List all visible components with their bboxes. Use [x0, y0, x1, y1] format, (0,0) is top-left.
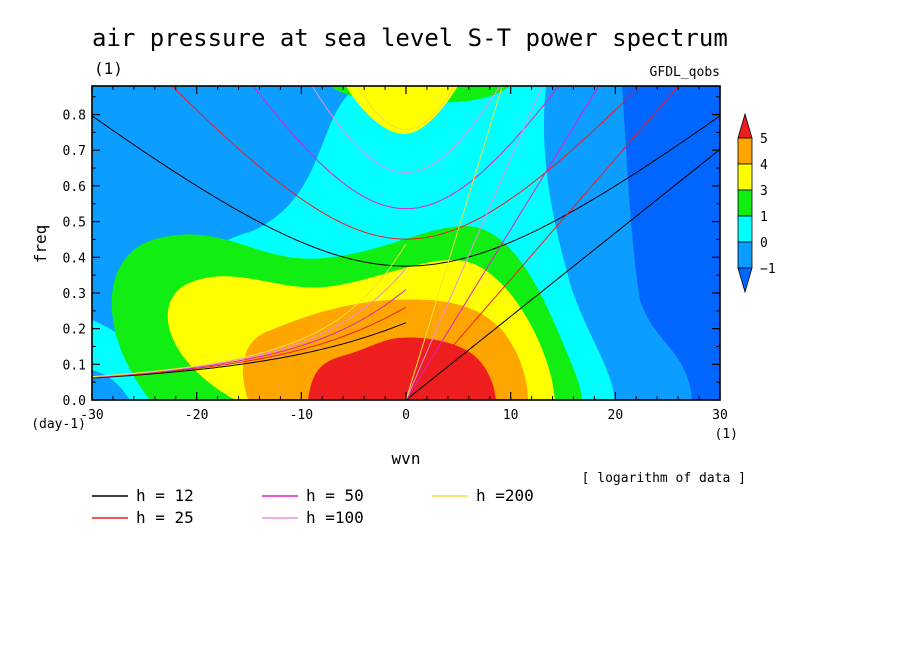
y-unit: (day-1) — [31, 417, 86, 432]
mixed-rossby-gravity-curve — [92, 322, 407, 379]
colorbar-label: 3 — [760, 184, 768, 199]
mixed-rossby-gravity-curve — [92, 306, 407, 378]
y-tick-label: 0.0 — [63, 394, 86, 409]
colorbar-label: −1 — [760, 262, 776, 277]
x-tick-label: -30 — [80, 408, 103, 423]
colorbar-label: 0 — [760, 236, 768, 251]
plot-area — [92, 86, 720, 400]
kelvin-curve — [405, 86, 543, 400]
x-axis-label: wvn — [392, 449, 421, 468]
legend-label: h = 12 — [136, 486, 194, 505]
colorbar-segment — [737, 163, 753, 191]
y-axis: 0.0 0.1 0.2 0.3 0.4 0.5 0.6 0.7 0.8 — [63, 96, 720, 409]
source-label: GFDL_qobs — [650, 65, 720, 80]
colorbar-top-triangle — [737, 112, 753, 139]
mixed-rossby-gravity-curve — [92, 243, 407, 378]
legend-label: h = 25 — [136, 508, 194, 527]
colorbar-segment — [737, 189, 753, 217]
inertia-gravity-curve — [171, 86, 641, 240]
x-tick-label: 0 — [402, 408, 410, 423]
x-tick-label: 20 — [608, 408, 624, 423]
legend-label: h =200 — [476, 486, 534, 505]
legend: h = 12 h = 25 h = 50 h =100 h =200 — [92, 486, 534, 527]
colorbar-label: 1 — [760, 210, 768, 225]
y-axis-label: freq — [31, 225, 50, 264]
y-tick-label: 0.2 — [63, 323, 86, 338]
title-unit: (1) — [94, 59, 123, 78]
dispersion-curves — [92, 86, 720, 400]
log-note: [ logarithm of data ] — [582, 471, 746, 486]
legend-label: h =100 — [306, 508, 364, 527]
colorbar-segment — [737, 241, 753, 269]
kelvin-curve — [405, 86, 680, 400]
y-tick-label: 0.3 — [63, 287, 86, 302]
inertia-gravity-curve — [311, 86, 501, 173]
colorbar-bottom-triangle — [737, 267, 753, 294]
colorbar-segment — [737, 137, 753, 165]
y-tick-label: 0.5 — [63, 216, 86, 231]
inertia-gravity-curve — [252, 86, 560, 210]
colorbar-label: 5 — [760, 132, 768, 147]
kelvin-curve — [405, 86, 600, 400]
level-above-5 — [308, 337, 496, 400]
y-tick-label: 0.1 — [63, 358, 86, 373]
y-tick-label: 0.7 — [63, 144, 86, 159]
y-tick-label: 0.8 — [63, 109, 86, 124]
inertia-gravity-curve — [92, 115, 720, 267]
colorbar-label: 4 — [760, 158, 768, 173]
inertia-gravity-curve — [356, 86, 456, 130]
x-unit: (1) — [715, 427, 738, 442]
x-tick-label: 30 — [712, 408, 728, 423]
y-tick-label: 0.4 — [63, 251, 87, 266]
x-tick-label: 10 — [503, 408, 519, 423]
legend-label: h = 50 — [306, 486, 364, 505]
kelvin-curve — [405, 148, 720, 400]
colorbar-segment — [737, 215, 753, 243]
chart-title: air pressure at sea level S-T power spec… — [92, 24, 728, 52]
kelvin-curve — [405, 86, 503, 400]
x-tick-label: -10 — [290, 408, 313, 423]
colorbar: 5 4 3 1 0 −1 — [737, 112, 776, 294]
x-axis: -30 -20 -10 0 10 20 30 — [80, 86, 728, 423]
y-tick-label: 0.6 — [63, 180, 86, 195]
x-tick-label: -20 — [185, 408, 208, 423]
